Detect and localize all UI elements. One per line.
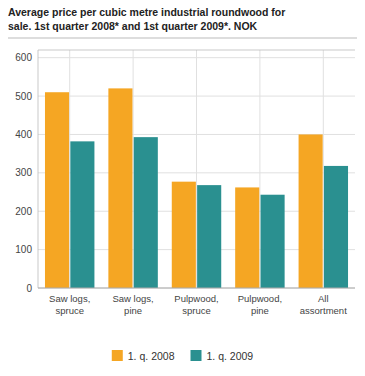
text-line: pine xyxy=(251,305,269,316)
legend-label: 1. q. 2008 xyxy=(128,350,175,362)
y-tick-label: 300 xyxy=(15,167,32,178)
title: Average price per cubic metre industrial… xyxy=(8,6,285,32)
y-tick-label: 500 xyxy=(15,91,32,102)
bar xyxy=(324,166,348,288)
text-line: Pulpwood, xyxy=(174,293,218,304)
range-end-line xyxy=(38,50,355,51)
text-line: assortment xyxy=(300,305,347,316)
bar xyxy=(134,137,158,288)
text-line: Average price per cubic metre industrial… xyxy=(8,6,285,18)
text-line: Pulpwood, xyxy=(238,293,282,304)
grid-line xyxy=(323,50,324,288)
bar xyxy=(172,182,196,288)
text-line: Saw logs, xyxy=(49,293,90,304)
bar xyxy=(197,185,221,288)
legend: 1. q. 2008 1. q. 2009 xyxy=(112,350,254,362)
text-line: sale. 1st quarter 2008* and 1st quarter … xyxy=(8,20,258,32)
title-rule xyxy=(8,38,357,39)
legend-swatch xyxy=(112,350,123,361)
y-tick-label: 400 xyxy=(15,129,32,140)
x-tick-label: Saw logs,spruce xyxy=(49,293,90,316)
bar xyxy=(261,195,285,288)
grid-line xyxy=(38,288,355,289)
x-tick-label: Saw logs,pine xyxy=(113,293,154,316)
bar xyxy=(108,88,132,288)
x-axis-line xyxy=(38,288,355,289)
grid-line xyxy=(133,50,134,288)
legend-swatch xyxy=(191,350,202,361)
bars xyxy=(45,88,348,288)
grid-line xyxy=(69,50,70,288)
grid-line xyxy=(259,50,260,288)
grid-line xyxy=(196,50,197,288)
x-tick-label: Pulpwood,pine xyxy=(238,293,282,316)
text-line: pine xyxy=(124,305,142,316)
bar xyxy=(235,187,259,288)
text-line: spruce xyxy=(182,305,211,316)
y-tick-label: 600 xyxy=(15,52,32,63)
text-line: spruce xyxy=(55,305,84,316)
bar xyxy=(299,134,323,288)
y-tick-label: 200 xyxy=(15,206,32,217)
bar xyxy=(45,92,69,288)
text-line: Saw logs, xyxy=(113,293,154,304)
y-axis-line xyxy=(38,50,39,288)
legend-label: 1. q. 2009 xyxy=(207,350,254,362)
bar xyxy=(70,141,94,288)
y-tick-label: 100 xyxy=(15,244,32,255)
x-tick-label: Pulpwood,spruce xyxy=(174,293,218,316)
text-line: All xyxy=(318,293,329,304)
chart: Average price per cubic metre industrial… xyxy=(0,0,365,376)
y-tick-label: 0 xyxy=(26,283,32,294)
x-tick-label: Allassortment xyxy=(300,293,347,316)
